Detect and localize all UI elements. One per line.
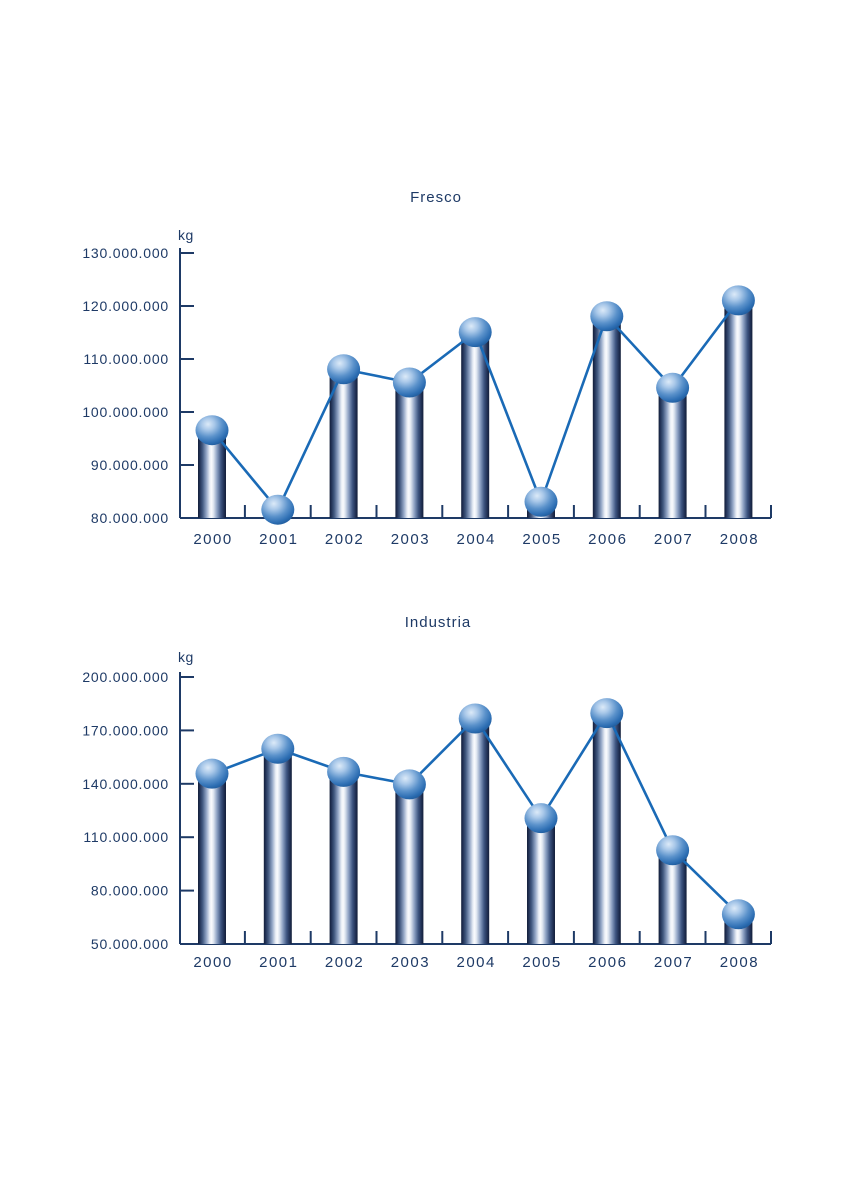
- y-tick-label: 90.000.000: [91, 457, 169, 473]
- bar-cylinder: [461, 721, 490, 944]
- bar-cylinder: [592, 716, 621, 944]
- sphere-marker: [458, 703, 492, 734]
- x-tick-label: 2005: [522, 531, 561, 548]
- sphere-marker: [392, 367, 426, 398]
- x-tick-label: 2002: [325, 954, 364, 971]
- bar-cylinder: [527, 821, 555, 944]
- sphere-marker: [590, 301, 624, 332]
- x-tick-label: 2007: [654, 954, 693, 971]
- sphere-marker: [656, 835, 690, 866]
- bar-cylinder: [461, 335, 490, 518]
- y-tick-label: 110.000.000: [83, 829, 169, 845]
- bar-cylinder: [198, 433, 226, 518]
- chart-fresco: 130.000.000 120.000.000 110.000.000 100.000…: [82, 245, 772, 548]
- sphere-marker: [327, 354, 361, 385]
- sphere-marker: [721, 285, 755, 316]
- bar-cylinder: [592, 319, 621, 518]
- y-tick-label: 130.000.000: [82, 245, 169, 261]
- x-tick-label: 2005: [522, 954, 561, 971]
- bar-cylinder: [395, 787, 424, 944]
- sphere-marker: [392, 769, 426, 800]
- bar-cylinder: [658, 390, 687, 518]
- x-tick-label: 2008: [720, 954, 759, 971]
- industria-y-axis-unit-label: kg: [178, 649, 194, 665]
- y-tick-label: 80.000.000: [91, 510, 169, 526]
- x-tick-label: 2008: [720, 531, 759, 548]
- sphere-marker: [721, 899, 755, 930]
- sphere-marker: [590, 698, 624, 729]
- sphere-marker: [458, 317, 492, 348]
- x-tick-label: 2007: [654, 531, 693, 548]
- sphere-marker: [656, 372, 690, 403]
- y-tick-label: 200.000.000: [82, 669, 169, 685]
- sphere-marker: [261, 494, 295, 525]
- x-tick-label: 2003: [391, 531, 430, 548]
- bar-cylinder: [658, 853, 687, 944]
- sphere-marker: [327, 756, 361, 787]
- x-tick-label: 2003: [391, 954, 430, 971]
- sphere-marker: [524, 486, 558, 517]
- x-tick-label: 2004: [457, 531, 496, 548]
- y-tick-label: 80.000.000: [91, 883, 169, 899]
- bar-cylinder: [329, 774, 358, 944]
- y-tick-label: 170.000.000: [82, 722, 169, 738]
- bar-cylinder: [329, 372, 358, 518]
- y-tick-label: 140.000.000: [82, 776, 169, 792]
- x-tick-label: 2004: [457, 954, 496, 971]
- chart-industria: 200.000.000 170.000.000 140.000.000 110.000…: [82, 669, 772, 971]
- x-tick-label: 2006: [588, 531, 627, 548]
- y-tick-label: 120.000.000: [82, 298, 169, 314]
- x-tick-label: 2006: [588, 954, 627, 971]
- bar-cylinder: [198, 776, 226, 944]
- x-tick-label: 2001: [259, 531, 298, 548]
- y-tick-label: 100.000.000: [82, 404, 169, 420]
- sphere-marker: [195, 758, 229, 789]
- y-tick-label: 110.000.000: [83, 351, 169, 367]
- bar-cylinder: [263, 751, 292, 944]
- fresco-chart-title: Fresco: [410, 189, 462, 206]
- fresco-y-axis-unit-label: kg: [178, 227, 194, 243]
- x-tick-label: 2000: [193, 954, 232, 971]
- x-tick-label: 2002: [325, 531, 364, 548]
- sphere-marker: [261, 733, 295, 764]
- bar-cylinder: [395, 385, 424, 518]
- x-tick-label: 2001: [259, 954, 298, 971]
- industria-chart-title: Industria: [404, 614, 472, 631]
- sphere-marker: [195, 415, 229, 446]
- y-tick-label: 50.000.000: [91, 936, 169, 952]
- x-tick-label: 2000: [193, 531, 232, 548]
- sphere-marker: [524, 803, 558, 834]
- bar-cylinder: [724, 303, 753, 518]
